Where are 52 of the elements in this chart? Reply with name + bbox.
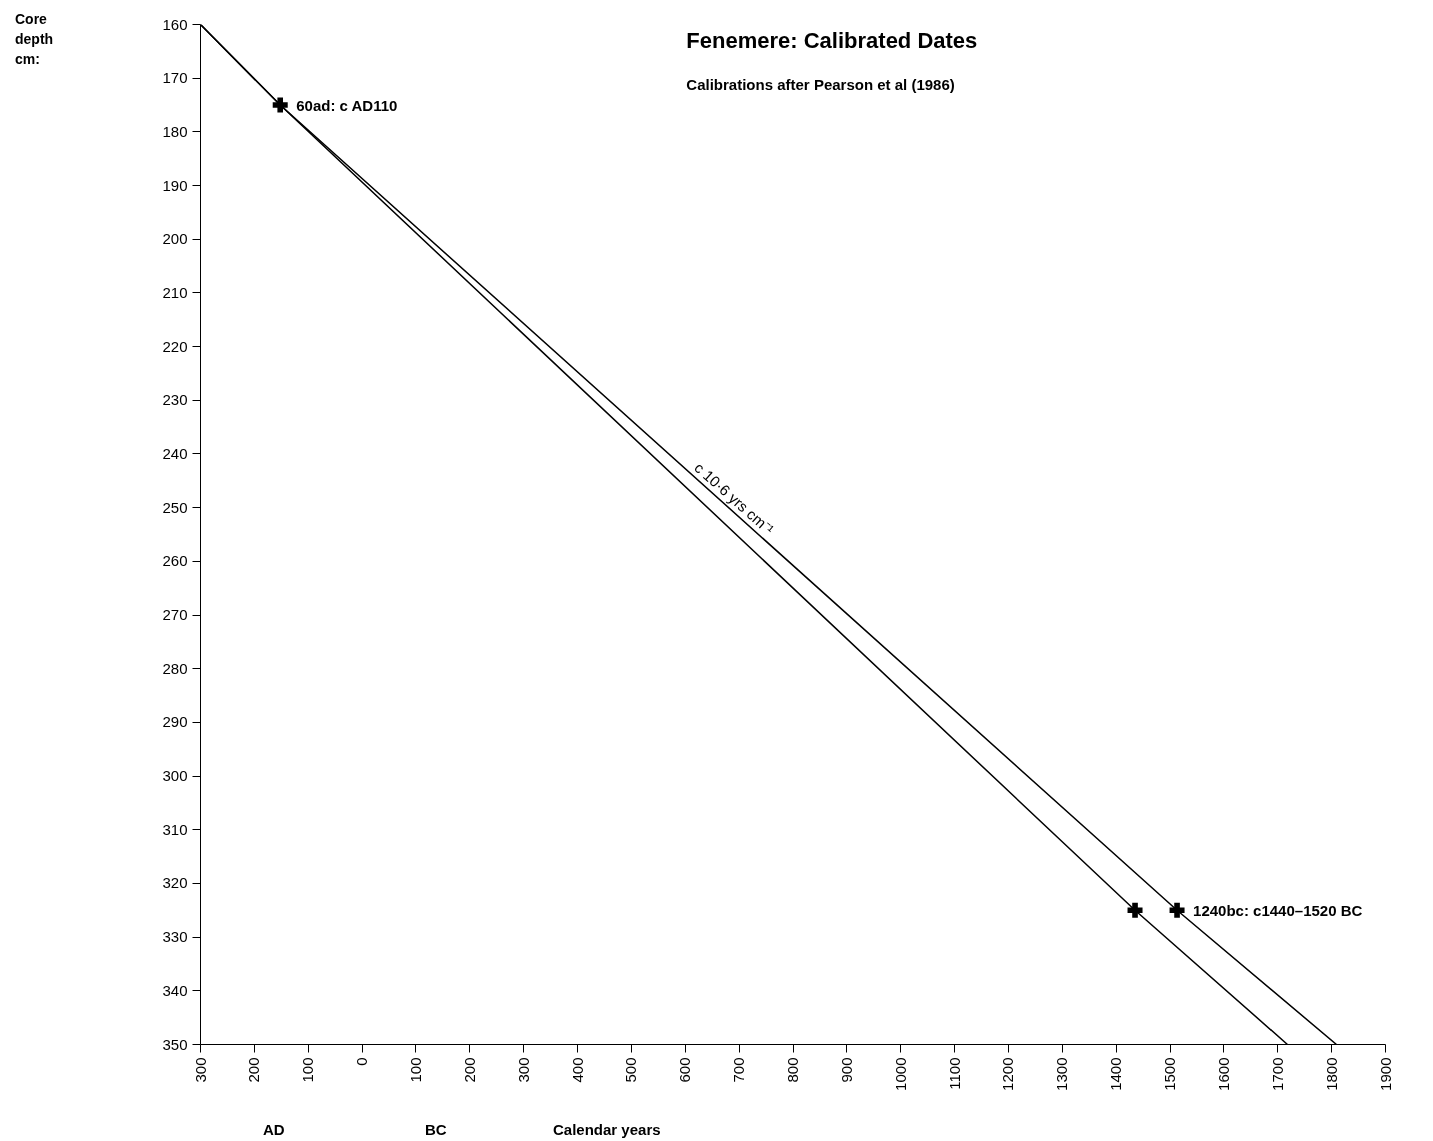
y-tick-label: 190 bbox=[162, 176, 188, 194]
x-tick-label: 500 bbox=[622, 1057, 640, 1083]
y-tick-label: 320 bbox=[162, 874, 188, 892]
text: BC bbox=[425, 1120, 447, 1140]
x-tick-label: 1000 bbox=[891, 1057, 909, 1091]
text: Core depth cm: bbox=[14, 10, 54, 69]
y-tick-label: 240 bbox=[162, 444, 188, 462]
text: AD bbox=[263, 1120, 285, 1140]
x-tick-label: 900 bbox=[837, 1057, 855, 1083]
x-tick-label: 300 bbox=[514, 1057, 532, 1083]
x-tick-label: 600 bbox=[676, 1057, 694, 1083]
y-tick-label: 210 bbox=[162, 283, 188, 301]
y-tick-label: 270 bbox=[162, 606, 188, 624]
y-tick-label: 260 bbox=[162, 552, 188, 570]
y-tick-label: 180 bbox=[162, 122, 188, 140]
x-tick-label: 700 bbox=[730, 1057, 748, 1083]
y-tick-label: 350 bbox=[162, 1035, 188, 1053]
x-tick-label: 1400 bbox=[1107, 1057, 1125, 1091]
y-tick-label: 160 bbox=[162, 15, 188, 33]
y-tick-label: 280 bbox=[162, 659, 188, 677]
text: Calibrations after Pearson et al (1986) bbox=[686, 75, 955, 93]
y-tick-label: 200 bbox=[162, 230, 188, 248]
y-tick-label: 170 bbox=[162, 69, 188, 87]
x-tick-label: 1900 bbox=[1376, 1057, 1394, 1091]
x-tick-label: 200 bbox=[460, 1057, 478, 1083]
y-tick-label: 300 bbox=[162, 767, 188, 785]
x-tick-label: 1100 bbox=[945, 1057, 963, 1090]
x-tick-label: 1800 bbox=[1322, 1057, 1340, 1091]
annotation: c 10·6 yrs cm⁻¹ bbox=[691, 458, 778, 538]
x-tick-label: 0 bbox=[353, 1057, 371, 1066]
x-axis-title: Calendar years bbox=[553, 1120, 661, 1140]
y-tick-label: 290 bbox=[162, 713, 188, 731]
chart-title: Fenemere: Calibrated Dates bbox=[686, 27, 978, 53]
x-tick-label: 1300 bbox=[1053, 1057, 1071, 1091]
x-tick-label: 200 bbox=[245, 1057, 263, 1083]
y-tick-label: 310 bbox=[162, 820, 188, 838]
x-tick-label: 1500 bbox=[1161, 1057, 1179, 1091]
x-tick-label: 300 bbox=[191, 1057, 209, 1083]
y-tick-label: 230 bbox=[162, 391, 188, 409]
x-tick-label: 1700 bbox=[1268, 1057, 1286, 1091]
x-tick-label: 100 bbox=[406, 1057, 424, 1083]
y-tick-label: 340 bbox=[162, 981, 188, 999]
x-tick-label: 1200 bbox=[999, 1057, 1017, 1091]
x-tick-label: 1600 bbox=[1214, 1057, 1232, 1091]
y-tick-label: 220 bbox=[162, 337, 188, 355]
x-tick-label: 400 bbox=[568, 1057, 586, 1083]
x-tick-label: 100 bbox=[299, 1057, 317, 1083]
x-tick-label: 800 bbox=[784, 1057, 801, 1083]
annotation: 60ad: c AD110 bbox=[296, 96, 398, 114]
y-tick-label: 250 bbox=[162, 498, 188, 516]
annotation: 1240bc: c1440–1520 BC bbox=[1193, 901, 1363, 919]
y-tick-label: 330 bbox=[162, 928, 188, 946]
